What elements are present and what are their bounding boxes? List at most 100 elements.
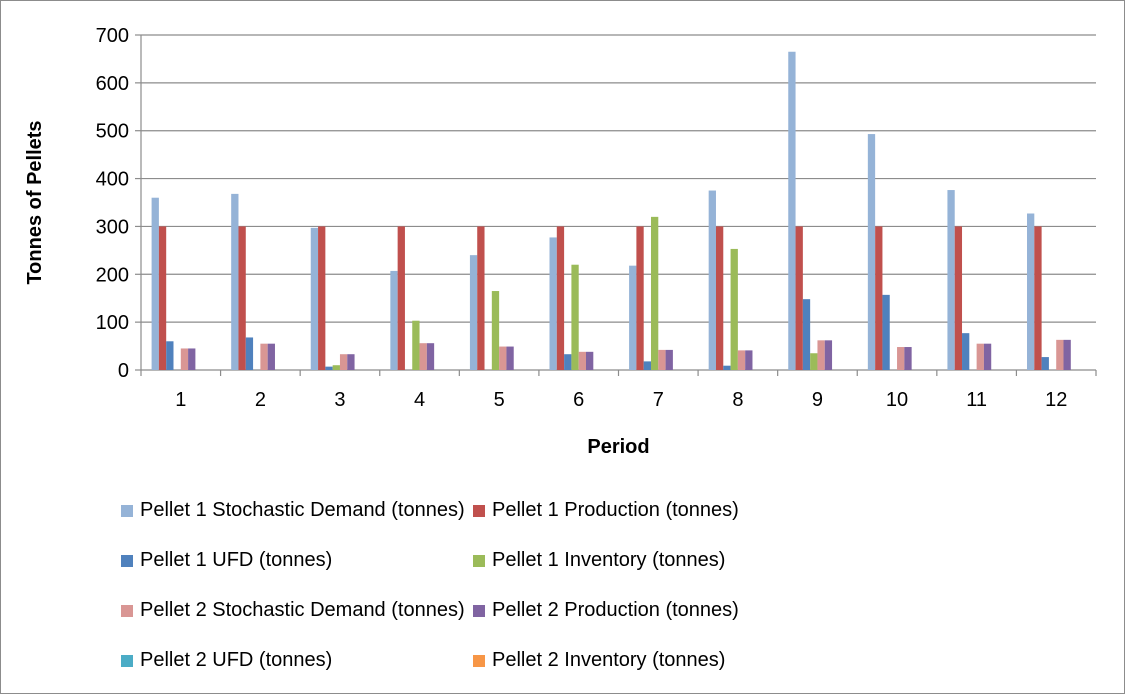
y-tick-label: 700 — [96, 25, 129, 47]
bar — [310, 227, 319, 370]
bar — [238, 226, 246, 370]
bar — [795, 226, 803, 370]
bar — [231, 193, 239, 370]
bar — [1041, 357, 1049, 370]
bar — [802, 299, 811, 370]
bar — [419, 343, 427, 370]
bar — [810, 353, 818, 370]
bar — [788, 51, 796, 370]
bar — [904, 347, 912, 370]
bar — [737, 350, 746, 370]
bar — [166, 341, 174, 370]
bar — [499, 346, 507, 370]
bar — [564, 354, 572, 370]
bar — [708, 190, 716, 370]
legend-swatch — [121, 504, 133, 517]
bar — [1027, 213, 1035, 370]
bar — [571, 264, 579, 370]
legend-item: Pellet 1 UFD (tonnes) — [121, 549, 332, 572]
x-tick-label: 9 — [812, 389, 823, 411]
legend-item: Pellet 2 UFD (tonnes) — [121, 649, 332, 672]
legend-label: Pellet 2 UFD (tonnes) — [140, 649, 333, 671]
legend-item: Pellet 2 Stochastic Demand (tonnes) — [121, 599, 465, 622]
y-tick-label: 600 — [96, 73, 129, 95]
y-tick-label: 400 — [96, 169, 129, 191]
legend-label: Pellet 1 UFD (tonnes) — [140, 549, 333, 571]
bar — [947, 190, 955, 370]
bar — [586, 351, 594, 370]
x-tick-label: 4 — [414, 389, 425, 411]
x-tick-label: 7 — [653, 389, 664, 411]
bar — [715, 226, 724, 370]
bar — [730, 248, 738, 370]
legend-label: Pellet 2 Production (tonnes) — [492, 599, 739, 621]
bar — [556, 226, 565, 370]
legend-label: Pellet 2 Inventory (tonnes) — [492, 649, 726, 671]
bar — [1034, 226, 1042, 370]
bar — [477, 226, 485, 370]
y-tick-label: 100 — [96, 312, 129, 334]
bar — [723, 365, 731, 370]
bar — [158, 226, 167, 370]
bar — [151, 197, 159, 370]
bar — [549, 237, 557, 370]
bar — [954, 226, 963, 370]
bar — [976, 343, 984, 370]
bar — [578, 351, 587, 370]
legend-label: Pellet 1 Stochastic Demand (tonnes) — [140, 499, 465, 521]
bar — [658, 349, 666, 370]
bar — [267, 343, 275, 370]
legend-item: Pellet 1 Inventory (tonnes) — [473, 549, 725, 572]
bar — [983, 343, 992, 370]
legend-item: Pellet 2 Production (tonnes) — [473, 599, 739, 622]
bar — [260, 343, 268, 370]
bar — [339, 354, 348, 370]
bar — [1063, 339, 1071, 370]
bar — [318, 226, 326, 370]
bar — [491, 291, 500, 370]
y-tick-label: 200 — [96, 264, 129, 286]
y-axis-title: Tonnes of Pellets — [24, 120, 46, 284]
y-tick-label: 500 — [96, 121, 129, 143]
legend-label: Pellet 1 Inventory (tonnes) — [492, 549, 726, 571]
legend-item: Pellet 1 Stochastic Demand (tonnes) — [121, 499, 465, 522]
y-tick-label: 300 — [96, 216, 129, 238]
legend-swatch — [473, 504, 485, 517]
legend-label: Pellet 1 Production (tonnes) — [492, 499, 739, 521]
y-tick-label: 0 — [118, 360, 129, 382]
bar — [506, 346, 514, 370]
bar — [1056, 339, 1064, 370]
legend-swatch — [121, 554, 133, 567]
bar — [897, 347, 905, 370]
x-tick-label: 11 — [966, 389, 987, 411]
bar — [245, 337, 254, 370]
legend-swatch — [473, 654, 485, 667]
x-axis-title: Period — [587, 436, 649, 458]
bar — [665, 349, 673, 370]
bar — [188, 348, 196, 370]
bar — [636, 226, 644, 370]
bar — [332, 365, 340, 370]
legend-swatch — [121, 654, 133, 667]
bar — [824, 340, 833, 370]
legend-item: Pellet 2 Inventory (tonnes) — [473, 649, 725, 672]
bar — [397, 226, 405, 370]
bar — [469, 255, 478, 370]
bar — [962, 333, 970, 370]
legend-item: Pellet 1 Production (tonnes) — [473, 499, 739, 522]
legend-swatch — [473, 554, 485, 567]
bar — [650, 216, 659, 370]
bar — [817, 340, 825, 370]
legend-swatch — [473, 604, 485, 617]
x-tick-label: 6 — [573, 389, 584, 411]
bar — [325, 366, 333, 370]
legend-swatch — [121, 604, 133, 617]
bar — [412, 320, 420, 370]
bar — [180, 348, 189, 370]
bar — [347, 354, 355, 370]
bar — [426, 343, 435, 370]
bar — [390, 270, 398, 370]
bar — [643, 361, 651, 370]
